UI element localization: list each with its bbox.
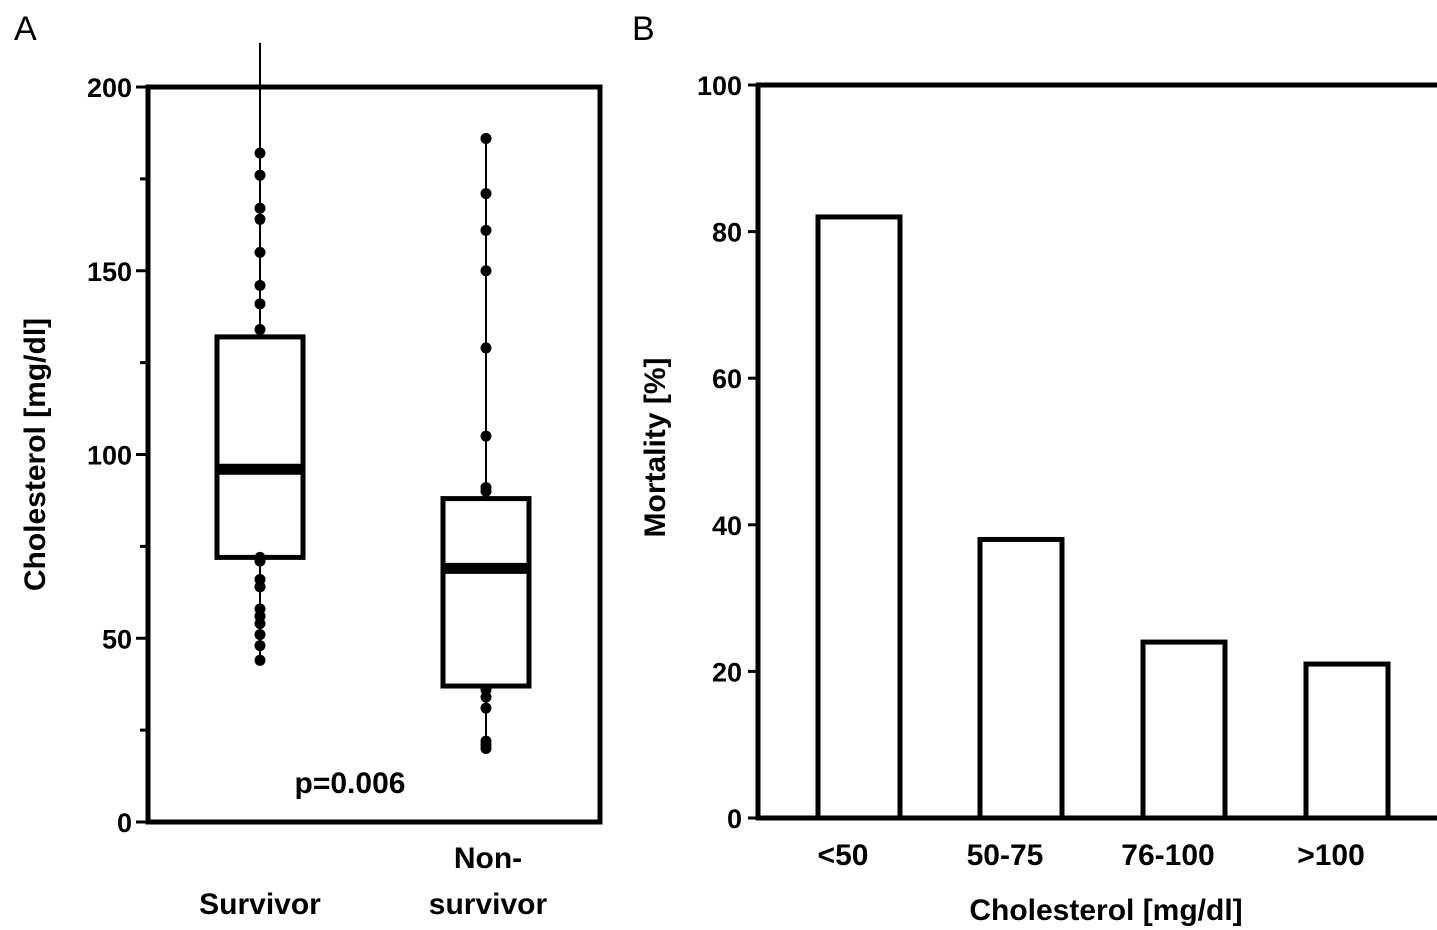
data-point (254, 640, 266, 652)
x-category-label: >100 (1297, 839, 1365, 872)
x-category-label: 76-100 (1121, 839, 1214, 872)
data-point (480, 188, 492, 200)
data-point (254, 654, 266, 666)
data-point (254, 555, 266, 567)
data-point (254, 324, 266, 336)
data-point (254, 202, 266, 214)
data-point (480, 485, 492, 497)
y-tick-label: 20 (712, 657, 742, 687)
data-point (254, 618, 266, 630)
y-tick-label: 100 (87, 441, 132, 471)
panel-letter-a: A (14, 10, 37, 48)
data-point (480, 224, 492, 236)
data-point (480, 691, 492, 703)
data-point (480, 743, 492, 754)
x-category-label: Survivor (199, 888, 321, 921)
panel-b: B 0 20 40 60 80 100 Mortality [%] <50 50-75 76-100… (632, 10, 1437, 927)
y-tick-label: 150 (87, 257, 132, 287)
x-category-label: 50-75 (967, 839, 1044, 872)
data-point (254, 581, 266, 593)
x-category-label: <50 (818, 839, 869, 872)
bar (977, 536, 1065, 821)
y-tick-label: 80 (712, 218, 742, 248)
y-tick-label: 0 (117, 808, 132, 838)
data-point (254, 213, 266, 225)
x-category-label: Non- (454, 842, 522, 875)
panel-a: A 0 50 100 150 200 Cholesterol [mg/dl] p=0.006 S… (14, 10, 603, 921)
bar (1303, 661, 1391, 821)
y-tick-label: 0 (727, 804, 742, 834)
y-tick-label: 50 (102, 624, 132, 654)
data-point (480, 265, 492, 277)
y-axis-title: Mortality [%] (639, 358, 672, 538)
box (440, 496, 532, 689)
x-axis-title: Cholesterol [mg/dl] (969, 894, 1242, 927)
data-point (254, 169, 266, 181)
y-tick-label: 100 (697, 71, 742, 101)
bar (1140, 639, 1228, 821)
data-point (480, 430, 492, 442)
y-tick-label: 40 (712, 511, 742, 541)
data-point (254, 629, 266, 641)
data-point (254, 147, 266, 159)
data-point (480, 702, 492, 714)
data-point (254, 279, 266, 291)
bar (815, 214, 903, 821)
box (214, 334, 306, 560)
data-point (254, 246, 266, 258)
y-tick-label: 200 (87, 73, 132, 103)
x-category-label: survivor (429, 888, 548, 921)
p-value-annotation: p=0.006 (295, 767, 406, 800)
data-point (480, 132, 492, 144)
data-point (480, 342, 492, 354)
data-point (254, 298, 266, 310)
y-tick-label: 60 (712, 364, 742, 394)
plot-frame (145, 84, 603, 825)
y-axis-title: Cholesterol [mg/dl] (19, 318, 52, 591)
panel-letter-b: B (632, 10, 655, 48)
